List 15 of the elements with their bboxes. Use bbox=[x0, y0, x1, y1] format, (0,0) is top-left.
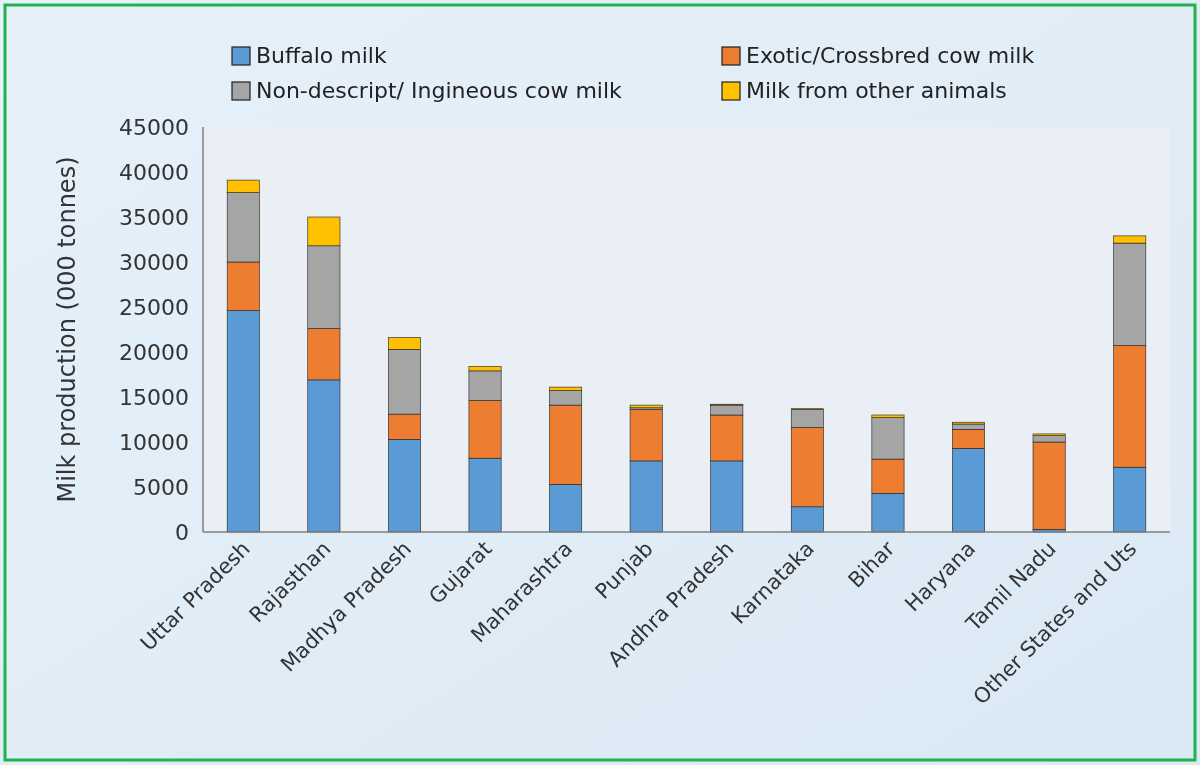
legend-label: Exotic/Crossbred cow milk bbox=[746, 43, 1035, 68]
y-tick-label: 10000 bbox=[119, 429, 189, 455]
y-tick-label: 15000 bbox=[119, 384, 189, 410]
y-tick-label: 25000 bbox=[119, 294, 189, 320]
y-tick-label: 0 bbox=[175, 519, 189, 545]
y-tick-label: 20000 bbox=[119, 339, 189, 365]
legend-label: Non-descript/ Ingineous cow milk bbox=[256, 78, 623, 103]
legend-label: Milk from other animals bbox=[746, 78, 1007, 103]
y-tick-label: 45000 bbox=[119, 114, 189, 140]
legend-label: Buffalo milk bbox=[256, 43, 387, 68]
y-axis-title: Milk production (000 tonnes) bbox=[53, 156, 81, 503]
y-tick-label: 35000 bbox=[119, 204, 189, 230]
y-tick-label: 30000 bbox=[119, 249, 189, 275]
y-tick-label: 5000 bbox=[133, 474, 189, 500]
y-tick-label: 40000 bbox=[119, 159, 189, 185]
